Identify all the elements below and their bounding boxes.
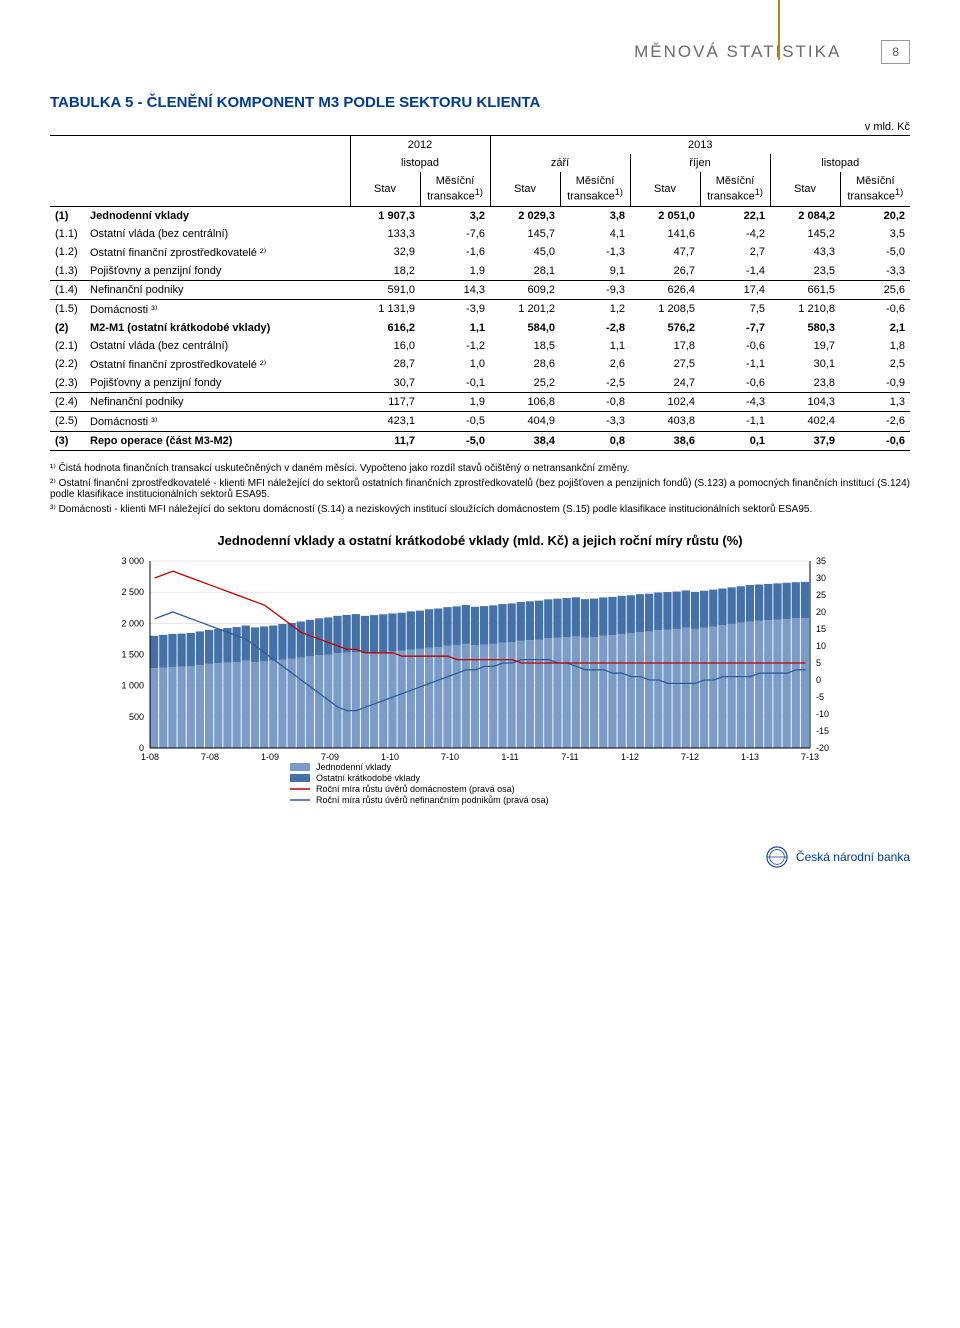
svg-text:7-10: 7-10 (441, 752, 459, 762)
svg-text:15: 15 (816, 624, 826, 634)
svg-text:-5: -5 (816, 692, 824, 702)
table-row: (1)Jednodenní vklady1 907,33,22 029,33,8… (50, 206, 910, 225)
svg-text:1 000: 1 000 (121, 680, 144, 690)
chart: 05001 0001 5002 0002 5003 000-20-15-10-5… (100, 556, 860, 816)
table-row: (3)Repo operace (část M3-M2)11,7-5,038,4… (50, 431, 910, 450)
chart-title: Jednodenní vklady a ostatní krátkodobé v… (50, 533, 910, 548)
table-row: (1.1)Ostatní vláda (bez centrální)133,3-… (50, 225, 910, 243)
table-row: (1.5)Domácnosti ³⁾1 131,9-3,91 201,21,21… (50, 299, 910, 319)
svg-text:7-12: 7-12 (681, 752, 699, 762)
svg-text:7-08: 7-08 (201, 752, 219, 762)
svg-text:Roční míra růstu úvěrů domácno: Roční míra růstu úvěrů domácnostem (prav… (316, 784, 515, 794)
svg-text:Jednodenní vklady: Jednodenní vklady (316, 762, 392, 772)
svg-text:2 000: 2 000 (121, 618, 144, 628)
table-row: (1.4)Nefinanční podniky591,014,3609,2-9,… (50, 280, 910, 299)
svg-text:30: 30 (816, 573, 826, 583)
table-row: (2.3)Pojišťovny a penzijní fondy30,7-0,1… (50, 374, 910, 393)
svg-text:7-11: 7-11 (561, 752, 578, 762)
header-title: MĚNOVÁ STATISTIKA (634, 42, 841, 62)
svg-text:1-09: 1-09 (261, 752, 279, 762)
svg-text:1-08: 1-08 (141, 752, 159, 762)
cnb-logo-icon (766, 846, 788, 868)
svg-text:3 000: 3 000 (121, 556, 144, 566)
svg-text:1-11: 1-11 (501, 752, 518, 762)
table-row: (1.2)Ostatní finanční zprostředkovatelé … (50, 243, 910, 262)
svg-text:1-13: 1-13 (741, 752, 759, 762)
svg-text:1-12: 1-12 (621, 752, 639, 762)
svg-text:5: 5 (816, 658, 821, 668)
page-number: 8 (881, 40, 910, 64)
page-header: MĚNOVÁ STATISTIKA 8 (50, 40, 910, 64)
svg-text:1 500: 1 500 (121, 649, 144, 659)
table-row: (2.4)Nefinanční podniky117,71,9106,8-0,8… (50, 392, 910, 411)
footnotes: ¹⁾ Čistá hodnota finančních transakcí us… (50, 463, 910, 515)
svg-text:1-10: 1-10 (381, 752, 399, 762)
svg-text:Roční míra růstu úvěrů nefinan: Roční míra růstu úvěrů nefinančním podni… (316, 795, 549, 805)
svg-text:500: 500 (129, 711, 144, 721)
svg-text:Ostatní krátkodobé vklady: Ostatní krátkodobé vklady (316, 773, 421, 783)
table-row: (2.1)Ostatní vláda (bez centrální)16,0-1… (50, 337, 910, 355)
svg-text:7-09: 7-09 (321, 752, 339, 762)
footer: Česká národní banka (50, 846, 910, 868)
table-title: TABULKA 5 - ČLENĚNÍ KOMPONENT M3 PODLE S… (50, 94, 910, 111)
svg-text:35: 35 (816, 556, 826, 566)
svg-text:10: 10 (816, 641, 826, 651)
svg-text:20: 20 (816, 607, 826, 617)
svg-text:-10: -10 (816, 709, 829, 719)
table-unit: v mld. Kč (50, 121, 910, 133)
table-row: (2.5)Domácnosti ³⁾423,1-0,5404,9-3,3403,… (50, 411, 910, 431)
svg-text:0: 0 (816, 675, 821, 685)
svg-text:7-13: 7-13 (801, 752, 819, 762)
footer-bank: Česká národní banka (796, 850, 910, 864)
svg-text:-15: -15 (816, 726, 829, 736)
table-row: (2)M2-M1 (ostatní krátkodobé vklady)616,… (50, 319, 910, 337)
table-row: (2.2)Ostatní finanční zprostředkovatelé … (50, 355, 910, 374)
data-table: 2012 2013 listopad září říjen listopad S… (50, 135, 910, 451)
svg-text:25: 25 (816, 590, 826, 600)
svg-text:2 500: 2 500 (121, 587, 144, 597)
table-row: (1.3)Pojišťovny a penzijní fondy18,21,92… (50, 262, 910, 281)
